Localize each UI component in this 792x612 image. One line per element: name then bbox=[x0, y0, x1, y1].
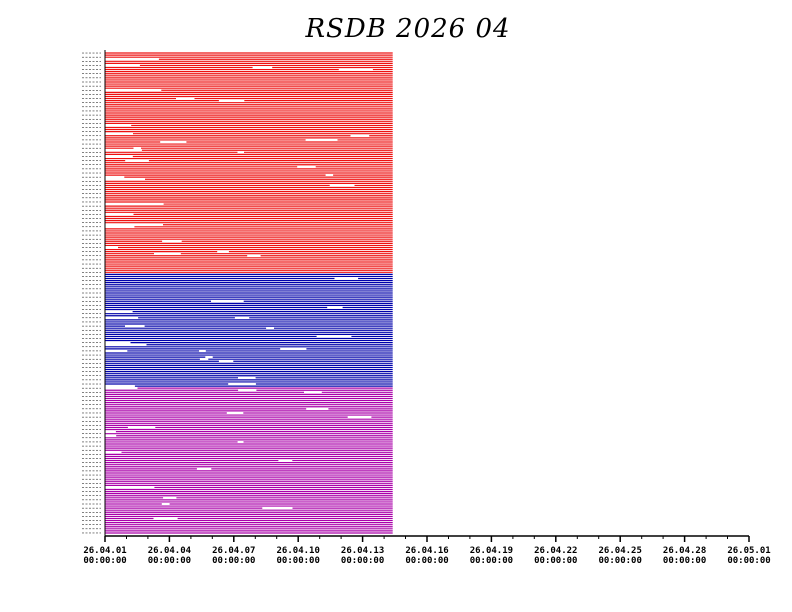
x-tick-time-label: 00:00:00 bbox=[534, 556, 577, 566]
x-tick-date-label: 26.04.13 bbox=[341, 546, 384, 556]
x-tick-time-label: 00:00:00 bbox=[148, 556, 191, 566]
x-tick-time-label: 00:00:00 bbox=[470, 556, 513, 566]
x-tick-date-label: 26.04.10 bbox=[277, 546, 320, 556]
x-tick-time-label: 00:00:00 bbox=[83, 556, 126, 566]
station-labels bbox=[82, 52, 101, 534]
x-tick-time-label: 00:00:00 bbox=[405, 556, 448, 566]
x-tick-time-label: 00:00:00 bbox=[727, 556, 770, 566]
x-tick-date-label: 26.04.01 bbox=[83, 546, 126, 556]
x-tick-date-label: 26.04.04 bbox=[148, 546, 192, 556]
x-tick-time-label: 00:00:00 bbox=[663, 556, 706, 566]
x-tick-time-label: 00:00:00 bbox=[277, 556, 320, 566]
x-tick-time-label: 00:00:00 bbox=[341, 556, 384, 566]
x-tick-date-label: 26.04.16 bbox=[405, 546, 448, 556]
x-tick-date-label: 26.04.28 bbox=[663, 546, 706, 556]
x-tick-date-label: 26.04.22 bbox=[534, 546, 577, 556]
chart-title: RSDB 2026 04 bbox=[304, 14, 510, 44]
x-tick-date-label: 26.05.01 bbox=[727, 546, 770, 556]
x-tick-time-label: 00:00:00 bbox=[599, 556, 642, 566]
x-axis: 26.04.0100:00:0026.04.0400:00:0026.04.07… bbox=[83, 50, 771, 566]
x-tick-date-label: 26.04.07 bbox=[212, 546, 255, 556]
data-rows bbox=[105, 52, 393, 534]
x-tick-date-label: 26.04.25 bbox=[599, 546, 642, 556]
x-tick-date-label: 26.04.19 bbox=[470, 546, 513, 556]
x-tick-time-label: 00:00:00 bbox=[212, 556, 255, 566]
